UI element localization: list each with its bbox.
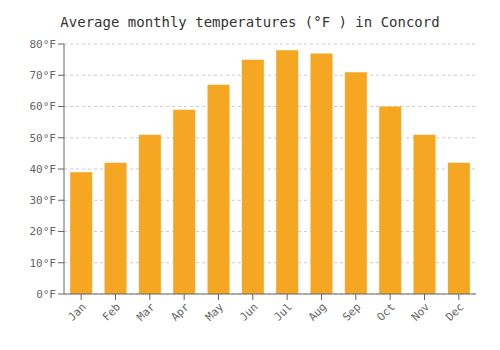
svg-text:Oct: Oct [375,300,398,323]
svg-text:30°F: 30°F [30,194,57,207]
svg-text:Nov: Nov [409,300,433,324]
svg-text:Sep: Sep [340,300,363,323]
svg-text:Apr: Apr [169,300,193,324]
svg-text:20°F: 20°F [30,225,57,238]
svg-text:70°F: 70°F [30,69,57,82]
svg-text:80°F: 80°F [30,38,57,51]
html-text:Average monthly temperatures (: Average monthly temperatures (°F ) in Co… [60,14,440,30]
svg-text:Jul: Jul [272,300,295,323]
svg-text:Dec: Dec [443,300,466,323]
svg-text:Mar: Mar [134,300,158,324]
svg-text:May: May [203,300,227,324]
svg-text:10°F: 10°F [30,257,57,270]
svg-text:50°F: 50°F [30,132,57,145]
svg-text:Aug: Aug [306,300,329,323]
svg-text:Jun: Jun [237,300,260,323]
svg-text:Jan: Jan [66,300,89,323]
svg-text:60°F: 60°F [30,100,57,113]
svg-text:40°F: 40°F [30,163,57,176]
svg-text:Feb: Feb [100,300,123,323]
svg-text:0°F: 0°F [36,288,56,301]
